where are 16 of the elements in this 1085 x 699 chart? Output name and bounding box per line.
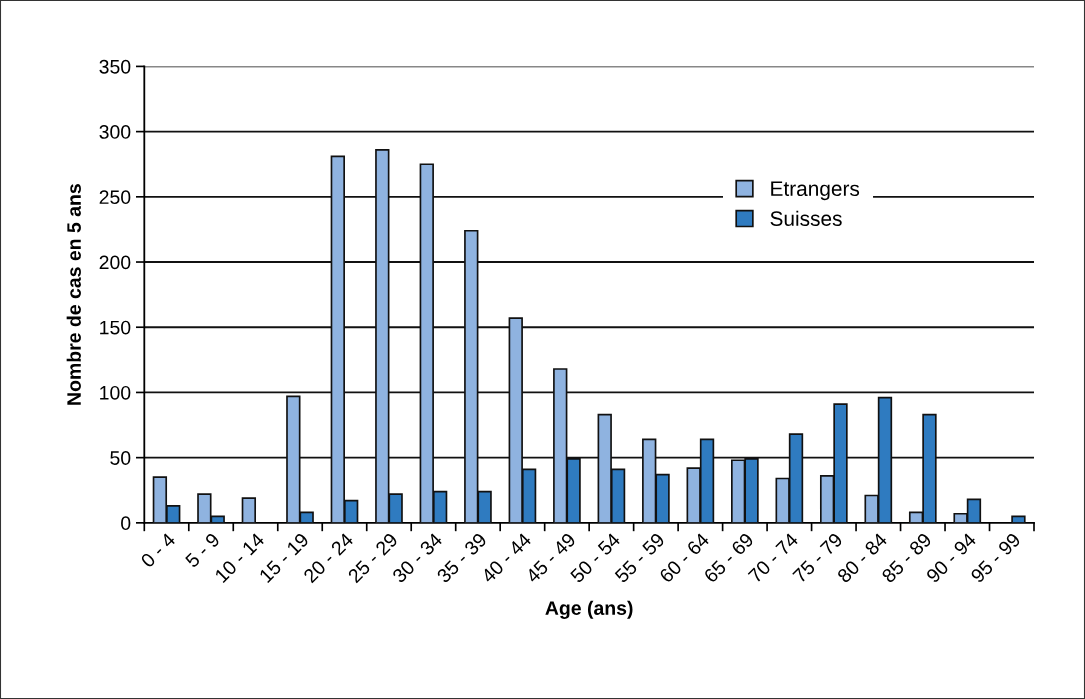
x-tick-label: 0 - 4 <box>139 531 177 569</box>
y-tick-label: 150 <box>100 320 131 335</box>
y-tick-label: 100 <box>100 385 131 400</box>
legend-label: Suisses <box>770 210 842 226</box>
legend-label: Etrangers <box>771 181 860 201</box>
x-tick-label: 5 - 9 <box>184 532 221 569</box>
y-tick-label: 250 <box>99 190 131 205</box>
y-tick-label: 0 <box>121 516 131 531</box>
bar <box>1011 515 1026 523</box>
y-tick-label: 350 <box>99 59 131 74</box>
y-axis-title: Nombre de cas en 5 ans <box>66 184 81 405</box>
y-tick-label: 50 <box>110 451 131 465</box>
bar <box>241 497 257 523</box>
x-axis-title: Age (ans) <box>545 600 633 619</box>
y-tick-label: 300 <box>99 125 131 139</box>
y-tick-label: 200 <box>99 255 131 270</box>
